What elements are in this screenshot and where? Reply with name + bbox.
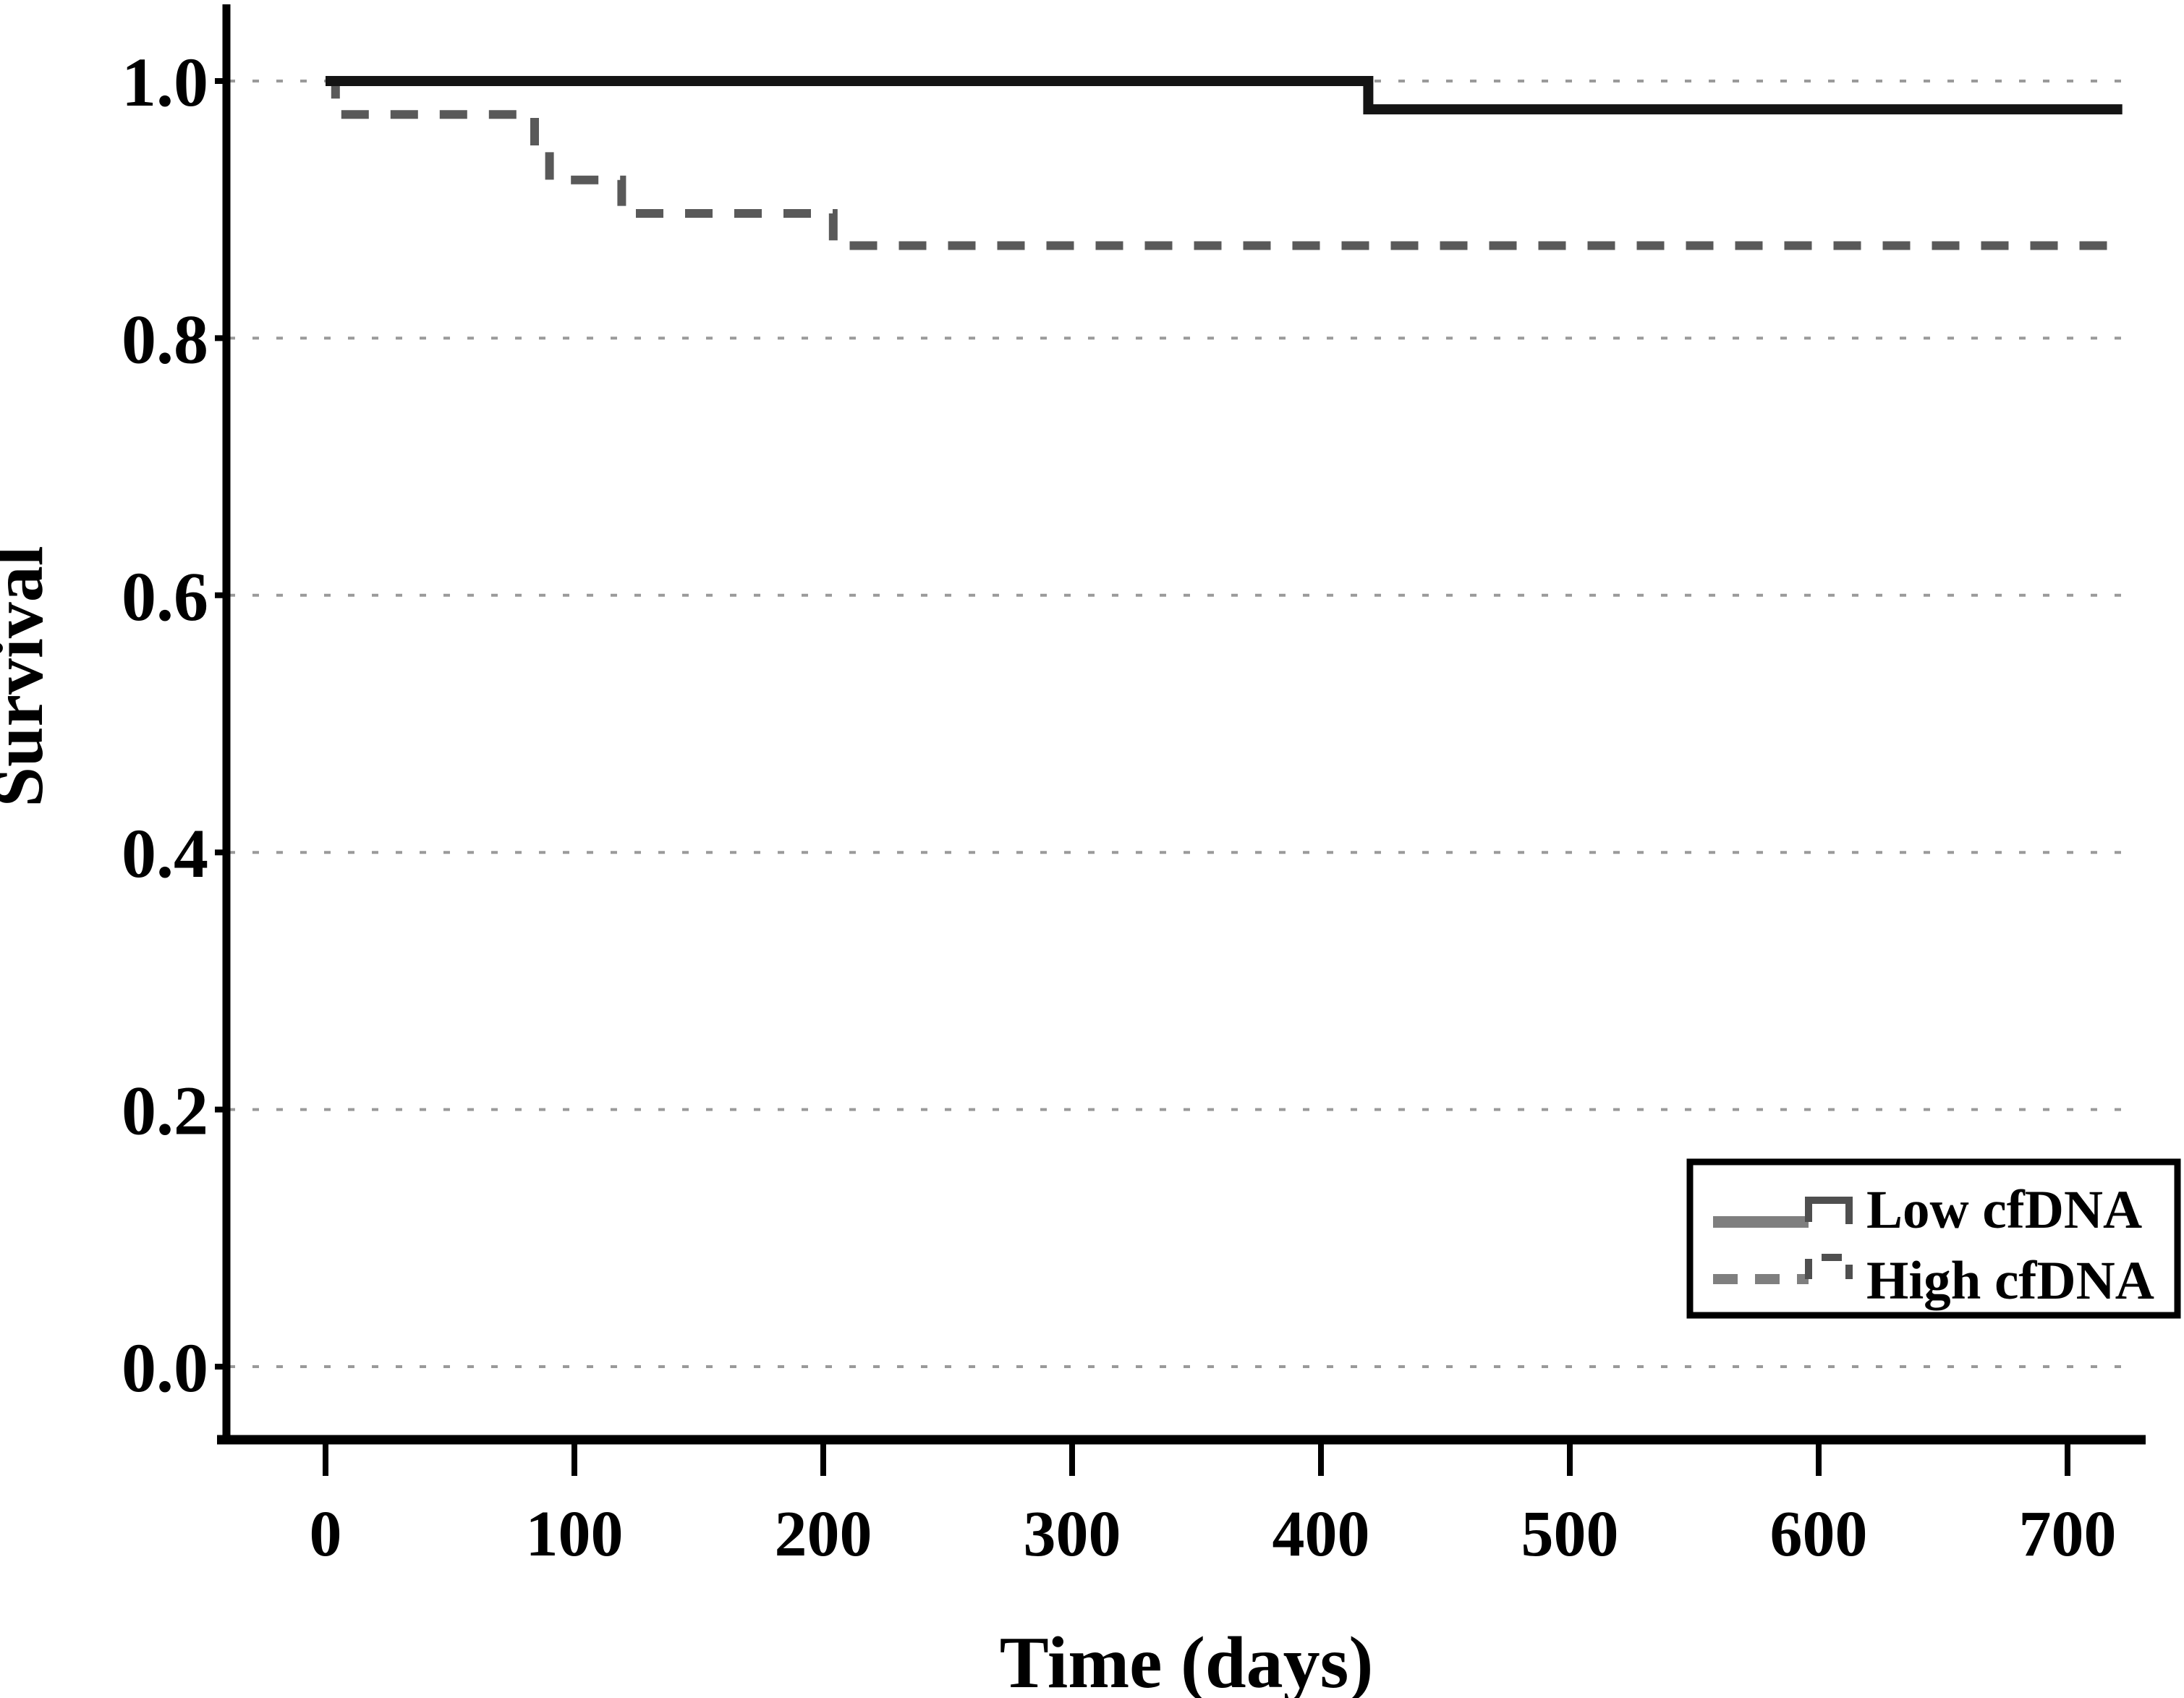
y-tick-label-0.0: 0.0: [122, 1329, 208, 1406]
legend-label-low-cfdna: Low cfDNA: [1866, 1180, 2142, 1240]
curve-high-cfdna: [326, 77, 2123, 250]
tick-labels: 1.0 0.8 0.6 0.4 0.2 0.0 0 100 200 300 400 500 600 700: [122, 43, 2117, 1570]
legend-sample-step-solid: [1805, 1197, 1853, 1224]
legend: Low cfDNA High cfDNA: [1686, 1158, 2181, 1319]
axes: [217, 4, 2146, 1445]
y-axis-title: Survival: [0, 546, 58, 807]
y-tick-label-0.6: 0.6: [122, 558, 208, 635]
y-tick-label-1.0: 1.0: [122, 43, 208, 121]
y-tick-label-0.8: 0.8: [122, 300, 208, 378]
y-tick-label-0.2: 0.2: [122, 1072, 208, 1150]
x-tick-label-300: 300: [1024, 1498, 1121, 1570]
curve-low-cfdna: [326, 76, 2123, 115]
survival-curves: [326, 76, 2123, 250]
x-tick-label-400: 400: [1272, 1498, 1370, 1570]
x-tick-label-500: 500: [1521, 1498, 1619, 1570]
x-tick-label-700: 700: [2019, 1498, 2117, 1570]
x-tick-label-0: 0: [310, 1498, 342, 1570]
tick-marks: [215, 78, 2070, 1476]
legend-label-high-cfdna: High cfDNA: [1866, 1251, 2154, 1311]
x-tick-label-200: 200: [775, 1498, 872, 1570]
x-tick-label-100: 100: [526, 1498, 624, 1570]
y-tick-label-0.4: 0.4: [122, 815, 208, 892]
legend-border-box: [1686, 1158, 2181, 1319]
x-tick-label-600: 600: [1770, 1498, 1868, 1570]
legend-sample-step-dashed: [1805, 1254, 1853, 1279]
x-axis-title: Time (days): [1000, 1622, 1374, 1698]
